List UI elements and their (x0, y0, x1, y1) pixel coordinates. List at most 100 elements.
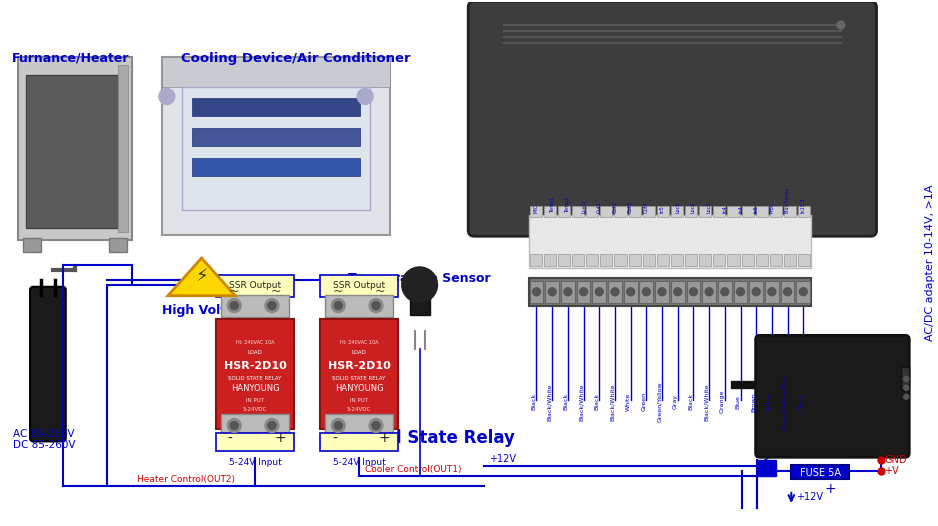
Circle shape (611, 288, 619, 296)
Text: In4: In4 (738, 206, 743, 214)
Bar (529, 278, 811, 306)
Bar (191, 128, 360, 146)
Bar (734, 281, 748, 302)
Bar (23, 238, 41, 252)
Circle shape (658, 288, 666, 296)
Circle shape (265, 419, 279, 432)
Bar (162, 57, 390, 235)
Text: LOAD: LOAD (248, 350, 263, 355)
Circle shape (268, 421, 276, 430)
Bar (798, 254, 810, 266)
Bar (643, 206, 655, 217)
Text: Gray: Gray (673, 394, 678, 409)
Bar (191, 98, 360, 116)
Circle shape (227, 419, 241, 432)
Bar (110, 238, 128, 252)
Bar (577, 281, 590, 302)
Bar (628, 254, 641, 266)
Circle shape (227, 299, 241, 312)
Text: HSR-2D10: HSR-2D10 (223, 361, 286, 371)
Text: Out2: Out2 (613, 201, 617, 214)
Bar (703, 281, 716, 302)
Text: DC 10-14V, >1A: DC 10-14V, >1A (767, 335, 877, 347)
Text: +: + (378, 431, 390, 446)
Circle shape (334, 301, 342, 310)
Circle shape (265, 299, 279, 312)
Circle shape (357, 88, 373, 105)
Bar (699, 254, 711, 266)
Text: White: White (626, 392, 630, 411)
Bar (685, 254, 697, 266)
Bar (544, 206, 556, 217)
Circle shape (580, 288, 587, 296)
Bar (600, 254, 613, 266)
Bar (182, 87, 371, 210)
Bar (614, 206, 627, 217)
Bar (784, 206, 796, 217)
Text: FUSE 5A: FUSE 5A (799, 468, 840, 478)
Text: 5-24VDC: 5-24VDC (243, 407, 267, 412)
Text: HANYOUNG: HANYOUNG (335, 385, 384, 393)
Text: SOLID STATE RELAY: SOLID STATE RELAY (228, 377, 281, 381)
Bar (321, 319, 398, 429)
Bar (765, 281, 779, 302)
Text: Black: Black (595, 393, 599, 410)
Text: Blue: Blue (735, 395, 740, 409)
Circle shape (331, 299, 345, 312)
Text: In5: In5 (659, 206, 664, 214)
Bar (614, 254, 627, 266)
Text: Lr+Lr: Lr+Lr (581, 199, 586, 214)
Bar (191, 158, 360, 176)
Circle shape (837, 21, 845, 29)
Circle shape (231, 421, 238, 430)
Bar (742, 206, 753, 217)
Bar (671, 254, 683, 266)
Bar (558, 254, 570, 266)
Text: Solid State Relay: Solid State Relay (355, 429, 514, 447)
Bar (655, 281, 669, 302)
Text: GND: GND (885, 455, 907, 465)
Bar (757, 460, 777, 476)
FancyBboxPatch shape (468, 2, 876, 236)
Bar (798, 206, 810, 217)
Bar (624, 281, 638, 302)
Circle shape (783, 288, 792, 296)
Text: Black: Black (563, 393, 567, 410)
Bar (162, 57, 390, 87)
Bar (628, 206, 641, 217)
Bar (586, 206, 598, 217)
Bar (572, 254, 584, 266)
Text: SOLID STATE RELAY: SOLID STATE RELAY (332, 377, 386, 381)
Text: Brown: Brown (751, 392, 756, 412)
Text: ~: ~ (374, 285, 386, 298)
Text: Out3: Out3 (628, 201, 633, 214)
Text: SSR Output: SSR Output (333, 281, 386, 290)
Text: Temperature Sensor: Temperature Sensor (348, 272, 491, 285)
Circle shape (331, 419, 345, 432)
Circle shape (627, 288, 635, 296)
Text: Black: Black (688, 393, 693, 410)
Bar (796, 281, 810, 302)
Bar (321, 275, 398, 297)
Circle shape (904, 377, 909, 381)
Bar (325, 295, 393, 317)
Text: Hi: 240VAC 10A: Hi: 240VAC 10A (235, 340, 274, 345)
Text: SSR Output: SSR Output (229, 281, 281, 290)
Text: Black: Black (532, 393, 537, 410)
Text: Temp2: Temp2 (566, 197, 570, 214)
Bar (545, 281, 559, 302)
Bar (640, 281, 653, 302)
Bar (742, 254, 753, 266)
Bar (687, 281, 701, 302)
Circle shape (369, 299, 383, 312)
Bar (657, 254, 669, 266)
Bar (608, 281, 622, 302)
Text: ⚡: ⚡ (195, 268, 208, 286)
Bar (572, 206, 584, 217)
Bar (217, 275, 294, 297)
Text: ~: ~ (271, 285, 281, 298)
Circle shape (548, 288, 556, 296)
Text: LOAD: LOAD (352, 350, 367, 355)
Text: IN PUT: IN PUT (350, 398, 368, 403)
Text: Orange: Orange (719, 390, 725, 413)
